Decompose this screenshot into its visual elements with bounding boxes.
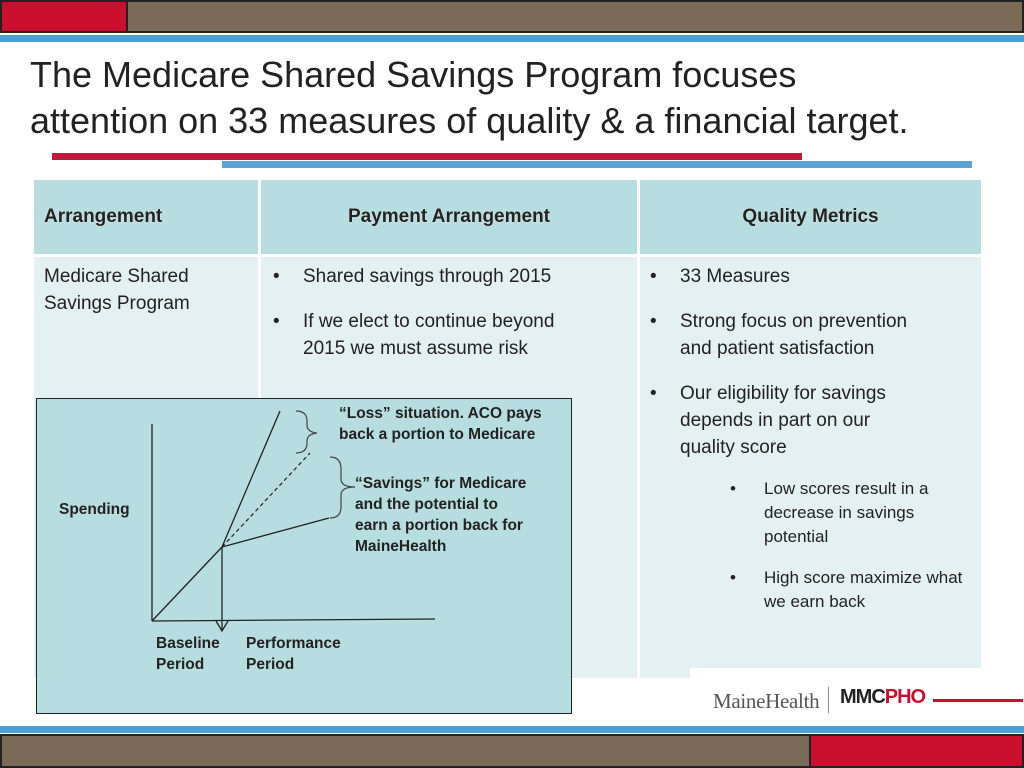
bullet-glyph: •: [730, 479, 736, 498]
quality-bullet: • Strong focus on prevention and patient…: [644, 308, 907, 362]
bullet-text: and patient satisfaction: [680, 338, 875, 359]
bottom-banner-brown: [0, 734, 811, 768]
bullet-text: Shared savings through 2015: [303, 266, 552, 287]
logo-divider: [828, 687, 829, 713]
spending-diagram: Spending “Loss” situation. ACO pays back…: [36, 398, 572, 714]
bullet-text: Our eligibility for savings: [680, 383, 886, 404]
payment-bullet: • Shared savings through 2015: [267, 263, 551, 290]
arrangement-name: Medicare Shared Savings Program: [44, 263, 190, 317]
arrow-head: [215, 620, 229, 633]
baseline-period-label: Baseline Period: [156, 633, 220, 675]
savings-trend-line: [221, 517, 330, 548]
arrangement-name-line: Medicare Shared: [44, 266, 189, 287]
savings-annotation: “Savings” for Medicare and the potential…: [355, 473, 526, 557]
bottom-banner-red: [811, 734, 1024, 768]
bullet-text: quality score: [680, 437, 787, 458]
sub-bullet-text: potential: [764, 527, 829, 546]
footer-logos: MaineHealth MMCPHO: [690, 668, 1024, 728]
savings-annotation-line: earn a portion back for: [355, 517, 523, 534]
slide-title: The Medicare Shared Savings Program focu…: [30, 52, 1010, 144]
title-line-2: attention on 33 measures of quality & a …: [30, 100, 909, 141]
mmcpho-logo: MMCPHO: [840, 686, 926, 709]
quality-bullet: • 33 Measures: [644, 263, 790, 290]
title-rule-red: [52, 153, 802, 160]
sub-bullet-text: decrease in savings: [764, 503, 915, 522]
bullet-glyph: •: [650, 383, 657, 404]
loss-annotation: “Loss” situation. ACO pays back a portio…: [339, 403, 542, 445]
savings-annotation-line: and the potential to: [355, 496, 498, 513]
logo-accent-line: [933, 699, 1023, 702]
bullet-text: 33 Measures: [680, 266, 790, 287]
title-line-1: The Medicare Shared Savings Program focu…: [30, 54, 797, 95]
bullet-glyph: •: [273, 266, 280, 287]
savings-annotation-line: MaineHealth: [355, 538, 447, 555]
cell-quality-metrics: • 33 Measures • Strong focus on preventi…: [640, 257, 981, 678]
title-rule-blue: [222, 161, 972, 168]
sub-bullet-text: High score maximize what: [764, 568, 963, 587]
quality-bullet: • Our eligibility for savings depends in…: [644, 380, 886, 461]
performance-label-line: Period: [246, 656, 295, 673]
bullet-glyph: •: [730, 568, 736, 587]
payment-bullet: • If we elect to continue beyond 2015 we…: [267, 308, 554, 362]
arrangement-name-line: Savings Program: [44, 293, 190, 314]
mainehealth-logo: MaineHealth: [713, 689, 820, 713]
header-arrangement: Arrangement: [34, 180, 258, 254]
loss-trend-line: [221, 410, 281, 548]
quality-sub-bullet: • High score maximize what we earn back: [730, 566, 962, 614]
loss-annotation-line: “Loss” situation. ACO pays: [339, 405, 542, 422]
savings-bracket: [329, 456, 356, 519]
bottom-banner-blue-stripe: [0, 726, 1024, 733]
spending-diagram-drawing: [151, 410, 436, 633]
header-payment-arrangement: Payment Arrangement: [261, 180, 637, 254]
sub-bullet-text: we earn back: [764, 592, 866, 611]
top-banner-red: [0, 0, 128, 33]
bullet-text: If we elect to continue beyond: [303, 311, 555, 332]
savings-annotation-line: “Savings” for Medicare: [355, 475, 527, 492]
performance-period-label: Performance Period: [246, 633, 341, 675]
quality-sub-bullet: • Low scores result in a decrease in sav…: [730, 477, 928, 549]
header-quality-metrics: Quality Metrics: [640, 180, 981, 254]
mmc-text: MMC: [840, 686, 886, 708]
top-banner-brown: [128, 0, 1024, 33]
bullet-text: 2015 we must assume risk: [303, 338, 528, 359]
bullet-glyph: •: [650, 311, 657, 332]
top-banner-blue-stripe: [0, 35, 1024, 42]
baseline-label-line: Baseline: [156, 635, 220, 652]
sub-bullet-text: Low scores result in a: [764, 479, 929, 498]
x-axis: [151, 618, 436, 622]
baseline-trend-line: [151, 546, 223, 622]
loss-annotation-line: back a portion to Medicare: [339, 426, 536, 443]
bullet-text: Strong focus on prevention: [680, 311, 908, 332]
bullet-glyph: •: [650, 266, 657, 287]
performance-label-line: Performance: [246, 635, 341, 652]
loss-bracket: [295, 410, 318, 454]
expected-trend-dashed-line: [221, 452, 311, 548]
bullet-glyph: •: [273, 311, 280, 332]
y-axis-label: Spending: [59, 501, 130, 518]
bullet-text: depends in part on our: [680, 410, 871, 431]
pho-text: PHO: [884, 686, 926, 708]
baseline-label-line: Period: [156, 656, 205, 673]
